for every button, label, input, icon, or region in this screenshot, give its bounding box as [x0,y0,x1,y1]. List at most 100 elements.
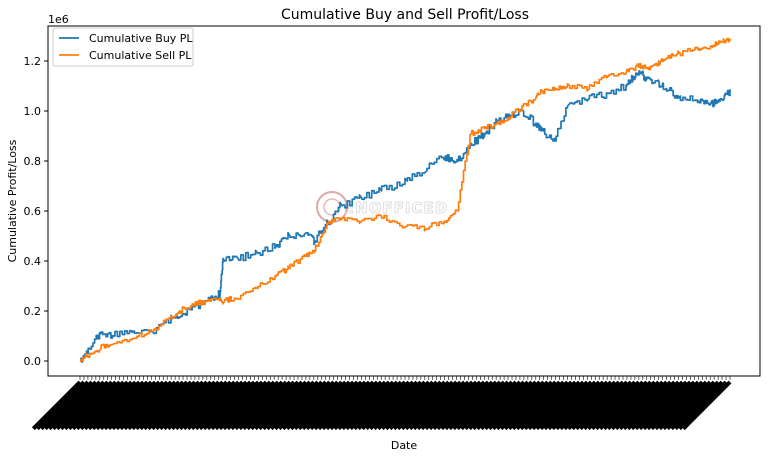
x-tick-label-mark [424,380,474,431]
x-tick-label-mark [226,380,276,431]
x-tick-label-mark [507,380,558,431]
x-tick-label-mark [463,380,514,431]
x-tick-label-mark [95,380,145,431]
x-tick-label-mark [87,380,137,431]
x-tick-label-mark [630,380,680,431]
x-tick-label-mark [321,380,371,431]
x-tick-label-mark [491,380,542,431]
y-tick-label: 0.4 [24,255,42,268]
x-tick-label-mark [535,380,585,431]
x-tick-label-mark [71,380,122,431]
x-tick-label-mark [115,380,165,431]
x-tick-label-mark [63,380,114,431]
x-tick-label-mark [404,380,454,431]
x-tick-label-mark [527,380,577,431]
x-tick-label-mark [317,380,367,431]
series-layer [79,37,731,363]
x-tick-label-mark [368,380,419,431]
x-tick-label-mark [444,380,494,431]
x-tick-label-mark [198,380,248,431]
x-tick-label-mark [131,380,181,431]
x-tick-label-mark [170,380,221,431]
x-tick-label-mark [364,380,415,431]
x-tick-label-mark [345,380,395,431]
legend-sell-label: Cumulative Sell PL [89,49,192,62]
x-tick-label-mark [487,380,538,431]
x-tick-label-mark [309,380,359,431]
plot-frame [47,25,761,377]
x-tick-label-mark [475,380,526,431]
x-tick-label-mark [428,380,478,431]
x-tick-label-mark [670,380,720,431]
x-tick-label-mark [467,380,518,431]
x-tick-label-mark [214,380,264,431]
x-tick-label-mark [329,380,379,431]
y-tick-label: 1.2 [24,55,42,68]
x-tick-label-mark [91,380,141,431]
x-tick-label-mark [103,380,153,431]
x-tick-label-mark [202,380,252,431]
x-tick-label-mark [261,380,312,431]
x-tick-label-mark [658,380,708,431]
x-tick-label-mark [360,380,411,431]
x-tick-label-mark [289,380,340,431]
x-tick-label-mark [586,380,637,431]
x-tick-label-mark [107,380,157,431]
x-tick-label-mark [384,380,435,431]
x-tick-label-mark [511,380,561,431]
x-tick-label-mark [301,380,351,431]
x-tick-label-mark [642,380,692,431]
x-tick-label-mark [134,380,185,431]
x-tick-label-mark [452,380,502,431]
x-tick-label-mark [178,380,229,431]
x-tick-label-mark [666,380,716,431]
x-tick-label-mark [551,380,601,431]
x-tick-label-mark [380,380,431,431]
x-tick-label-mark [356,380,407,431]
x-tick-label-mark [253,380,304,431]
x-tick-label-mark [539,380,589,431]
y-tick-label: 1.0 [24,105,42,118]
plot-area [47,25,761,377]
x-tick-label-mark [341,380,391,431]
y-axis-label: Cumulative Profit/Loss [6,139,19,262]
x-tick-label-mark [479,380,530,431]
x-tick-label-mark [67,380,118,431]
y-tick-label: 0.2 [24,305,42,318]
x-tick-label-mark [432,380,482,431]
x-tick-label-mark [230,380,280,431]
x-tick-label-mark [142,380,193,431]
x-tick-label-mark [400,380,451,431]
x-tick-label-mark [83,380,133,431]
x-tick-label-mark [566,380,617,431]
x-tick-label-mark [515,380,565,431]
x-tick-label-mark [650,380,700,431]
x-tick-label-mark [618,380,668,431]
x-tick-label-mark [578,380,629,431]
x-tick-label-mark [99,380,149,431]
x-tick-label-mark [269,380,320,431]
x-tick-label-mark [519,380,569,431]
x-tick-label-mark [471,380,522,431]
x-tick-label-mark [412,380,462,431]
y-offset-label: 1e6 [48,13,69,26]
x-tick-label-mark [456,380,506,431]
x-tick-label-mark [594,380,645,431]
x-tick-label-mark [634,380,684,431]
x-tick-label-mark [503,380,554,431]
watermark-text: ENOFFICED [344,199,448,217]
legend-buy-label: Cumulative Buy PL [89,32,193,45]
x-tick-label-mark [388,380,439,431]
x-tick-label-mark [582,380,633,431]
x-tick-label-mark [35,380,86,431]
x-tick-label-mark [626,380,676,431]
x-tick-label-mark [606,380,657,431]
x-tick-label-mark [277,380,328,431]
x-tick-label-mark [622,380,672,431]
x-tick-label-mark [238,380,288,431]
x-tick-label-mark [154,380,205,431]
x-tick-label-mark [677,380,728,431]
x-tick-label-mark [222,380,272,431]
x-tick-label-mark [39,380,90,431]
